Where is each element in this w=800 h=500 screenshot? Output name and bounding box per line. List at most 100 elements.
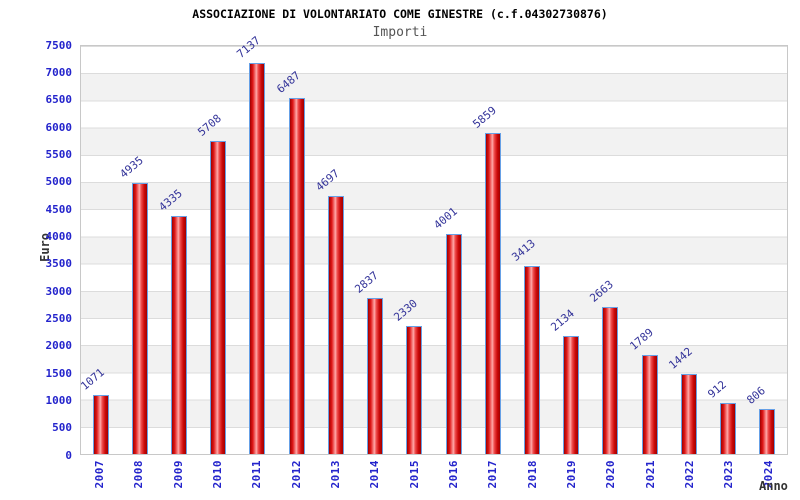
x-axis-labels: 2007 2008 2009 2010 2011 2012 2013 2014 2015 2016… [80,460,788,496]
bar-2013 [327,196,344,454]
y-tick-7500: 7500 [45,38,73,52]
x-tick-2013: 2013 [329,460,343,489]
y-tick-5500: 5500 [45,147,73,161]
bar-slot-2014: 2837 [352,46,395,454]
chart-subtitle: Importi [372,25,428,40]
x-tick-2011: 2011 [250,460,264,489]
chart-title: ASSOCIAZIONE DI VOLONTARIATO COME GINEST… [192,7,608,21]
bar-value-label-2014: 2837 [352,268,382,296]
x-tick-cell-2014: 2014 [355,460,394,489]
x-tick-cell-2016: 2016 [434,460,473,489]
bar-slot-2010: 5708 [195,46,238,454]
y-tick-0: 0 [65,448,72,462]
bar-value-label-2010: 5708 [195,111,225,139]
bar-slot-2007: 1071 [77,46,120,454]
bar-2015 [406,325,423,454]
plot-area: 1071 4935 4335 5708 7137 6487 4697 2837 2330 4001… [77,34,788,455]
y-tick-7000: 7000 [45,65,73,79]
x-tick-cell-2023: 2023 [709,460,748,489]
x-tick-cell-2007: 2007 [80,460,119,489]
x-tick-cell-2018: 2018 [513,460,552,489]
bar-2019 [563,336,580,454]
x-tick-2010: 2010 [211,460,225,489]
x-tick-2023: 2023 [722,460,736,489]
y-tick-2000: 2000 [45,339,73,353]
x-tick-2009: 2009 [171,460,185,489]
x-tick-cell-2009: 2009 [159,460,198,489]
x-tick-cell-2020: 2020 [591,460,630,489]
y-axis-ticks: 0 500 1000 1500 2000 2500 3000 3500 4000 4500 5000… [0,39,73,462]
bar-value-label-2007: 1071 [77,365,107,393]
bar-2014 [367,297,384,454]
y-tick-3500: 3500 [45,257,73,271]
bar-slot-2015: 2330 [391,46,434,454]
y-tick-6000: 6000 [45,120,73,134]
x-tick-cell-2012: 2012 [277,460,316,489]
bar-value-label-2009: 4335 [156,186,185,214]
x-tick-2019: 2019 [565,460,579,489]
bar-2021 [641,355,658,454]
bar-value-label-2012: 6487 [273,69,303,97]
x-tick-2014: 2014 [368,460,382,489]
x-tick-cell-2019: 2019 [552,460,591,489]
bar-value-label-2017: 5859 [470,103,499,131]
bar-2007 [92,394,109,454]
y-tick-4500: 4500 [45,202,73,216]
y-tick-2500: 2500 [45,311,73,325]
x-tick-2020: 2020 [604,460,618,489]
bar-value-label-2023: 912 [705,378,729,401]
bar-slot-2009: 4335 [156,46,198,454]
y-tick-6500: 6500 [45,93,73,107]
x-tick-cell-2021: 2021 [631,460,670,489]
bars: 1071 4935 4335 5708 7137 6487 4697 2837 2330 4001… [77,34,787,454]
y-tick-500: 500 [52,421,72,435]
bar-2023 [720,403,737,454]
bar-slot-2011: 7137 [235,34,277,454]
bar-value-label-2008: 4935 [117,153,146,181]
x-tick-2007: 2007 [93,460,107,489]
x-tick-cell-2011: 2011 [237,460,276,489]
bar-value-label-2018: 3413 [509,237,538,265]
x-tick-2022: 2022 [683,460,697,489]
x-tick-2017: 2017 [486,460,500,489]
x-tick-cell-2013: 2013 [316,460,355,489]
y-tick-5000: 5000 [45,175,73,189]
x-tick-2012: 2012 [289,460,303,489]
bar-2008 [131,183,148,454]
bar-value-label-2019: 2134 [548,307,578,335]
bar-slot-2016: 4001 [431,46,473,454]
x-axis-title: Anno [759,479,788,493]
bar-slot-2021: 1789 [627,46,669,454]
bar-2011 [249,62,266,454]
bar-slot-2023: 912 [705,46,748,454]
bar-value-label-2022: 1442 [666,344,695,372]
x-tick-2016: 2016 [447,460,461,489]
bar-slot-2013: 4697 [313,46,355,454]
bar-2009 [171,216,188,454]
x-tick-cell-2008: 2008 [119,460,158,489]
bar-value-label-2020: 2663 [587,278,617,306]
y-tick-4000: 4000 [45,229,73,243]
bar-value-label-2013: 4697 [313,166,342,194]
bar-value-label-2024: 806 [744,383,769,407]
bar-2012 [288,98,305,454]
bar-slot-2024: 806 [744,46,787,454]
bar-2016 [445,234,462,454]
x-tick-2018: 2018 [525,460,539,489]
bar-2010 [210,141,227,454]
x-tick-2015: 2015 [407,460,421,489]
bar-slot-2020: 2663 [587,46,630,454]
bar-slot-2022: 1442 [666,46,708,454]
bar-value-label-2015: 2330 [391,296,421,324]
y-tick-1500: 1500 [45,366,73,380]
x-tick-cell-2010: 2010 [198,460,237,489]
bar-slot-2017: 5859 [470,46,512,454]
bar-2018 [524,266,541,454]
x-tick-cell-2015: 2015 [395,460,434,489]
y-tick-3000: 3000 [45,284,73,298]
bar-slot-2019: 2134 [548,46,591,454]
x-tick-cell-2022: 2022 [670,460,709,489]
bar-2024 [759,408,776,454]
x-tick-cell-2017: 2017 [473,460,512,489]
